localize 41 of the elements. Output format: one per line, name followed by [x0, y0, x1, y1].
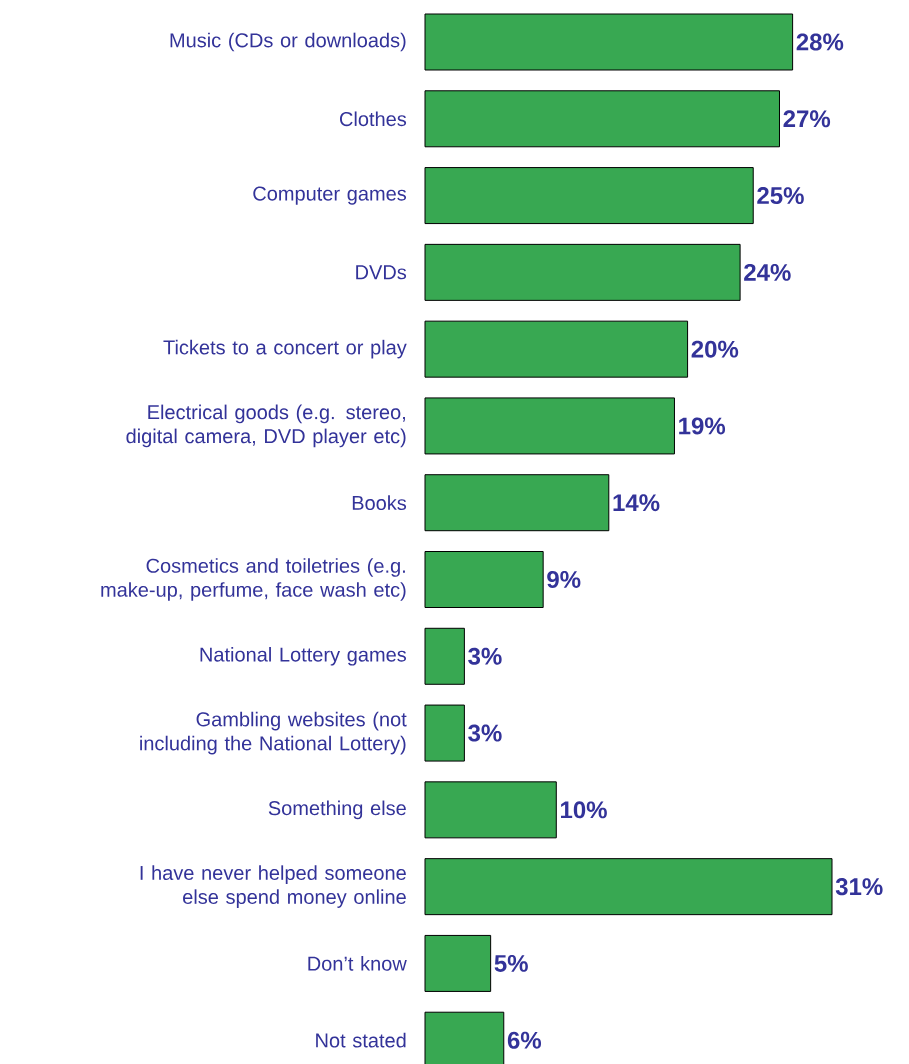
- y-tick-label: Books: [352, 495, 407, 511]
- data-label: 20%: [691, 340, 739, 358]
- bar: [424, 551, 544, 608]
- bar: [424, 90, 780, 148]
- data-label: 24%: [744, 263, 791, 281]
- y-tick-label: Electrical goods (e.g. stereo, digital camera, DVD player etc): [126, 404, 406, 448]
- bar: [424, 320, 689, 378]
- y-tick-label: Clothes: [340, 111, 407, 127]
- bar: [424, 243, 741, 301]
- y-tick-label: Tickets to a concert or play: [163, 339, 407, 359]
- data-label: 9%: [547, 571, 581, 588]
- data-label: 3%: [468, 724, 502, 742]
- y-tick-label: Computer games: [253, 186, 407, 205]
- bar: [424, 704, 465, 762]
- bar: [424, 858, 833, 916]
- bar: [424, 934, 492, 992]
- bar: [424, 627, 465, 685]
- data-label: 27%: [783, 110, 831, 128]
- y-tick-label: I have never helped someone else spend money online: [140, 865, 406, 908]
- y-tick-label: Gambling websites (not including the National Lottery): [140, 711, 407, 755]
- data-label: 14%: [613, 494, 660, 512]
- y-tick-label: Cosmetics and toiletries (e.g. make-up, perfume, face wash etc): [101, 558, 406, 601]
- y-tick-label: Not stated: [316, 1032, 406, 1048]
- data-label: 5%: [494, 954, 528, 972]
- bar: [424, 13, 794, 71]
- bar: [424, 167, 754, 225]
- y-tick-label: Music (CDs or downloads): [170, 32, 406, 52]
- data-label: 10%: [561, 801, 607, 819]
- data-label: 3%: [468, 647, 502, 665]
- data-label: 31%: [835, 878, 883, 896]
- y-tick-label: DVDs: [356, 265, 407, 280]
- data-label: 28%: [796, 33, 844, 51]
- bar: [424, 781, 557, 839]
- bar: [424, 397, 675, 455]
- y-tick-label: National Lottery games: [200, 646, 407, 666]
- data-label: 25%: [757, 187, 804, 205]
- data-label: 19%: [679, 417, 726, 435]
- y-tick-label: Something else: [268, 800, 406, 820]
- bar: [424, 474, 610, 532]
- data-label: 6%: [507, 1031, 542, 1049]
- y-tick-label: Don’t know: [308, 956, 407, 971]
